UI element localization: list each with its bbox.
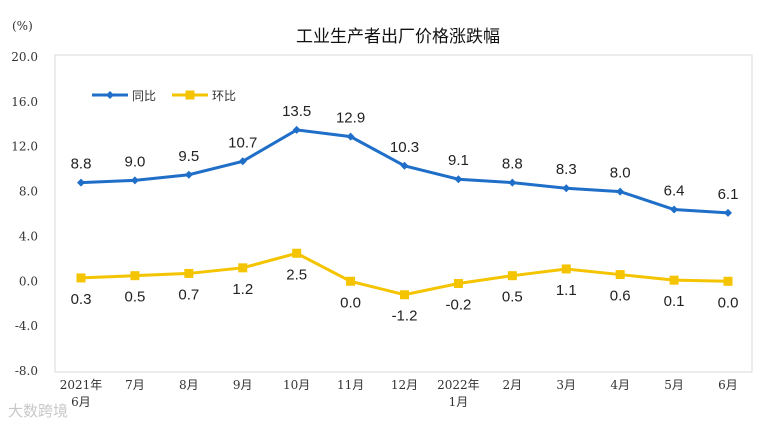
x-tick-label: 1月 [449,395,469,409]
data-label: 10.3 [390,139,419,156]
legend-marker [185,90,195,100]
x-tick-label: 2021年 [60,378,103,392]
data-label: 10.7 [228,134,257,151]
data-label: 6.4 [664,183,685,200]
data-point [561,264,571,274]
data-label: 0.0 [340,294,361,311]
data-point [454,175,463,184]
data-point [130,271,140,281]
y-axis-label: (%) [12,19,33,33]
data-point [130,176,139,185]
data-point [184,268,194,278]
data-label: 0.0 [718,294,739,311]
x-tick-label: 6月 [71,395,91,409]
data-point [615,270,625,280]
legend-label: 环比 [212,89,236,103]
y-tick-label: -4.0 [15,319,38,333]
data-label: 0.1 [664,293,685,310]
data-point [76,273,86,283]
data-label: 12.9 [336,110,365,127]
y-tick-label: 8.0 [19,185,38,199]
data-point [184,170,193,179]
data-label: 6.1 [718,186,739,203]
x-tick-label: 11月 [337,378,364,392]
plot-area [54,54,753,373]
data-point [507,271,517,281]
data-point [562,184,571,193]
data-label: 8.8 [502,156,523,173]
data-label: 8.0 [610,165,631,182]
data-point [453,279,463,289]
data-point [346,132,355,141]
data-label: 1.2 [232,281,253,298]
x-tick-label: 8月 [179,378,199,392]
data-label: 1.1 [556,282,577,299]
data-point [724,208,732,217]
x-tick-label: 4月 [610,378,630,392]
chart-title: 工业生产者出厂价格涨跌幅 [296,27,500,47]
data-point [346,276,356,286]
data-label: 13.5 [282,103,311,120]
y-tick-label: 12.0 [11,140,38,154]
data-label: 8.8 [71,156,92,173]
x-tick-label: 2022年 [437,378,480,392]
data-point [723,276,733,286]
data-point [292,248,302,258]
data-label: -1.2 [392,308,418,325]
data-point [400,290,409,300]
x-tick-label: 12月 [391,378,418,392]
y-tick-label: 16.0 [11,95,38,109]
data-label: 0.5 [502,289,523,306]
data-label: 9.0 [124,153,145,170]
x-tick-label: 2月 [503,378,523,392]
data-label: 0.6 [610,288,631,305]
data-label: 9.1 [448,152,469,169]
data-point [400,161,409,170]
y-tick-label: 0.0 [19,274,38,288]
x-tick-label: 6月 [718,378,738,392]
data-point [508,178,517,187]
data-point [238,157,247,166]
y-tick-label: 20.0 [11,50,38,64]
data-point [292,125,301,134]
x-tick-label: 7月 [125,378,145,392]
data-point [238,263,248,273]
x-tick-label: 5月 [664,378,684,392]
data-point [616,187,625,196]
data-label: 0.7 [178,286,199,303]
legend-marker [106,91,114,99]
data-point [670,205,679,214]
data-point [669,275,679,285]
y-tick-label: -8.0 [15,364,38,378]
data-point [77,178,85,187]
y-tick-label: 4.0 [19,229,38,243]
data-label: 9.5 [178,148,199,165]
data-label: 0.5 [124,289,145,306]
x-tick-label: 9月 [233,378,253,392]
watermark: 大数跨境 [8,402,69,420]
data-label: 8.3 [556,161,577,178]
data-label: 0.3 [71,291,92,308]
x-tick-label: 10月 [283,378,310,392]
data-label: 2.5 [286,266,307,283]
legend-label: 同比 [132,89,156,103]
data-label: -0.2 [445,297,471,314]
x-tick-label: 3月 [556,378,576,392]
